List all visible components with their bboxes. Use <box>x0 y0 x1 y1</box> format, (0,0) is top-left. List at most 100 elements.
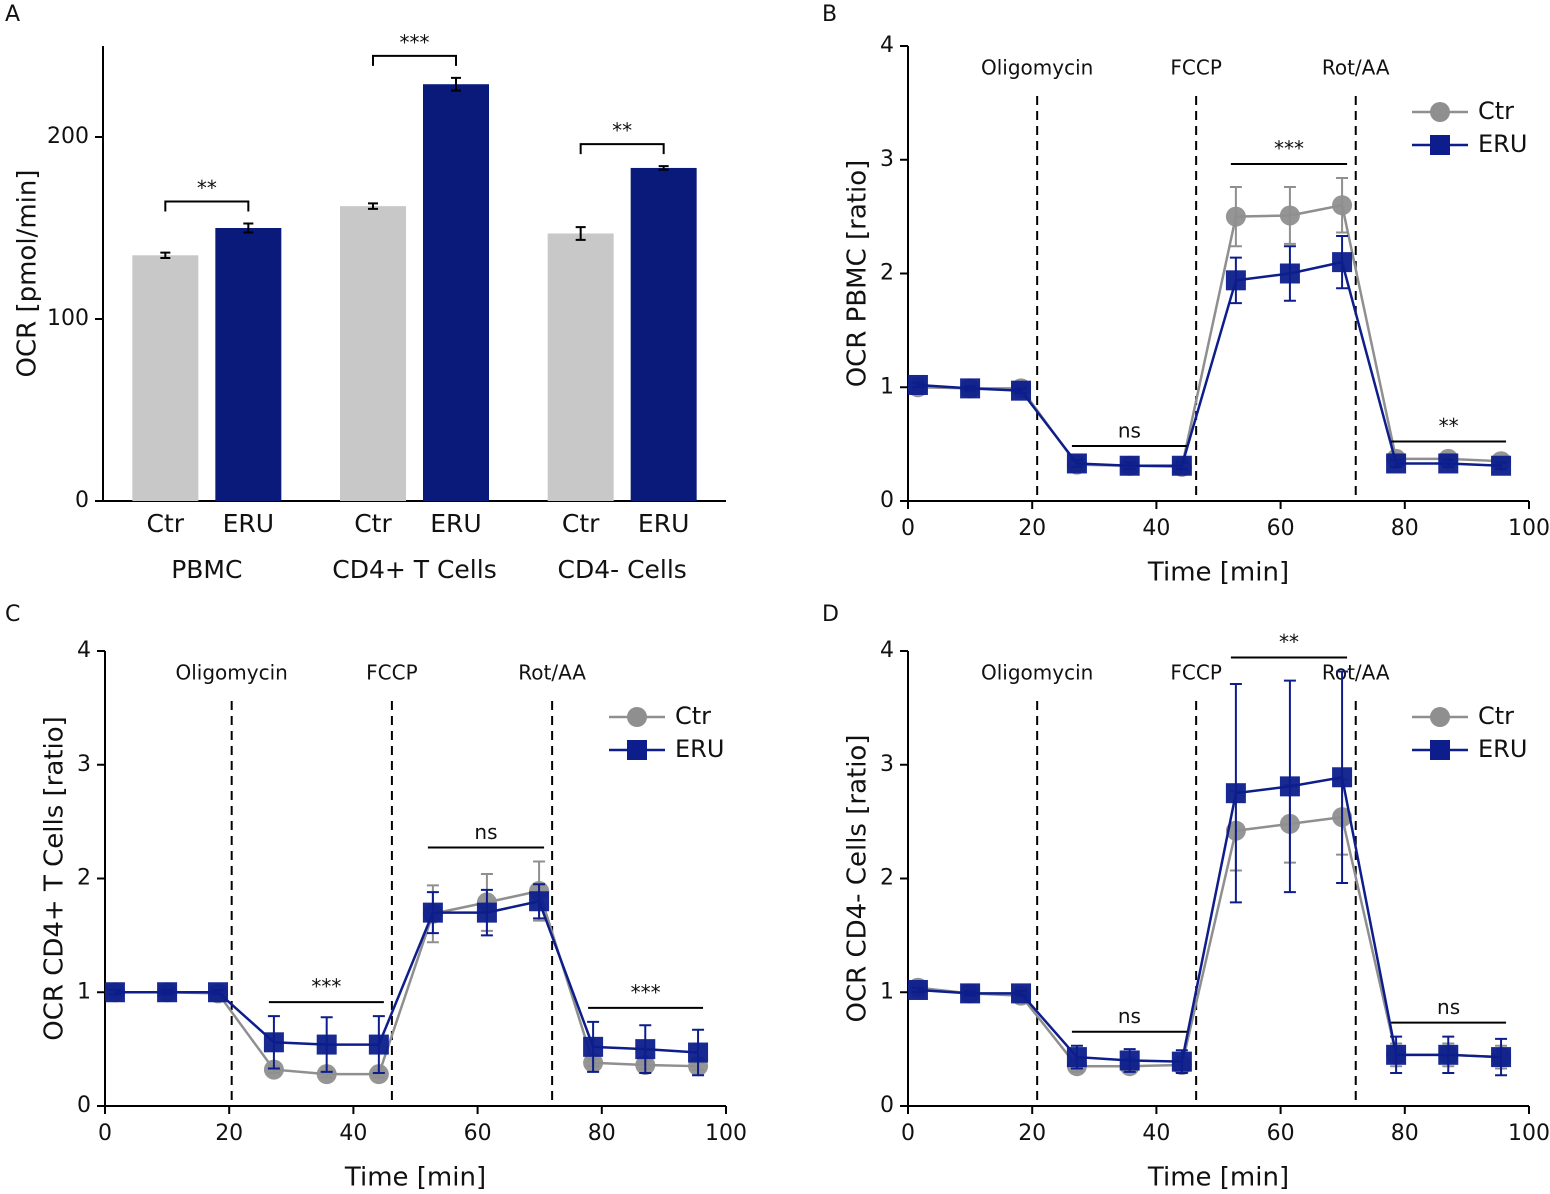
series-line <box>917 260 1502 467</box>
bar <box>423 84 489 501</box>
x-tick-label: 40 <box>1142 1121 1170 1146</box>
marker <box>1119 455 1140 476</box>
x-tick-label: 100 <box>705 1121 747 1146</box>
marker <box>960 983 981 1004</box>
bar-category-label: Ctr <box>562 509 600 538</box>
significance-label: ns <box>1437 995 1460 1019</box>
significance-label: ns <box>1118 419 1141 443</box>
x-axis-label: Time [min] <box>1147 1163 1289 1193</box>
marker <box>263 1032 284 1053</box>
legend-marker <box>1430 135 1450 155</box>
series-line <box>917 775 1502 1063</box>
x-tick-label: 60 <box>1267 516 1295 541</box>
marker <box>960 378 981 399</box>
error-bar <box>368 202 378 210</box>
x-tick-label: 100 <box>1508 1121 1550 1146</box>
y-axis-label: OCR CD4+ T Cells [ratio] <box>40 716 70 1041</box>
x-tick-label: 0 <box>98 1121 112 1146</box>
y-tick-label: 2 <box>77 866 91 891</box>
x-tick-label: 100 <box>1508 516 1550 541</box>
x-axis-label: Time [min] <box>1147 558 1289 588</box>
significance-label: ** <box>612 119 632 143</box>
group-label: CD4- Cells <box>557 555 686 584</box>
marker <box>1332 252 1353 273</box>
x-tick-label: 80 <box>588 1121 616 1146</box>
marker <box>157 982 178 1003</box>
injection-label: Oligomycin <box>176 660 288 684</box>
series-line <box>114 899 699 1054</box>
y-axis-label: OCR CD4- Cells [ratio] <box>843 735 873 1023</box>
y-tick-label: 1 <box>880 979 894 1004</box>
injection-label: Rot/AA <box>1322 55 1390 79</box>
y-tick-label: 0 <box>75 488 89 513</box>
y-tick-label: 0 <box>880 488 894 513</box>
panel-letter: A <box>5 2 20 27</box>
marker <box>1332 195 1353 216</box>
bar-category-label: Ctr <box>147 509 185 538</box>
injection-label: Rot/AA <box>1322 660 1390 684</box>
error-bar <box>243 222 254 234</box>
injection-label: Oligomycin <box>981 660 1093 684</box>
panel-letter: D <box>822 602 839 627</box>
y-tick-label: 100 <box>47 306 89 331</box>
significance-label: ** <box>1439 414 1459 438</box>
panel-letter: C <box>5 602 20 627</box>
group-label: CD4+ T Cells <box>332 555 496 584</box>
marker <box>1066 1047 1087 1068</box>
marker <box>1011 380 1032 401</box>
marker <box>104 982 125 1003</box>
y-tick-label: 3 <box>77 752 91 777</box>
y-tick-label: 2 <box>880 866 894 891</box>
legend-label: ERU <box>1478 130 1527 158</box>
y-tick-label: 3 <box>880 147 894 172</box>
y-tick-label: 1 <box>77 979 91 1004</box>
legend-marker <box>1430 740 1450 760</box>
error-bar <box>160 251 171 260</box>
bar <box>132 255 199 501</box>
y-tick-label: 0 <box>77 1093 91 1118</box>
bar-category-label: Ctr <box>354 509 392 538</box>
x-axis-label: Time [min] <box>344 1163 486 1193</box>
legend-label: ERU <box>675 735 724 763</box>
injection-label: FCCP <box>1170 55 1222 79</box>
x-tick-label: 0 <box>901 1121 915 1146</box>
significance-label: ** <box>1279 630 1299 654</box>
y-tick-label: 4 <box>880 33 894 58</box>
series-line <box>917 815 1502 1068</box>
marker <box>907 979 928 1000</box>
bar-category-label: ERU <box>223 509 274 538</box>
injection-label: Oligomycin <box>981 55 1093 79</box>
marker <box>208 982 229 1003</box>
y-tick-label: 200 <box>47 124 89 149</box>
marker <box>1225 783 1246 804</box>
legend-marker <box>1430 102 1450 122</box>
marker <box>583 1036 604 1057</box>
marker <box>1011 983 1032 1004</box>
bar <box>547 233 614 501</box>
marker <box>263 1059 284 1080</box>
x-tick-label: 60 <box>1267 1121 1295 1146</box>
significance-bracket <box>372 54 457 66</box>
marker <box>529 891 550 912</box>
legend-marker <box>627 740 647 760</box>
error-bar <box>658 165 669 171</box>
marker <box>1491 1047 1512 1068</box>
legend-label: Ctr <box>1478 97 1514 125</box>
bar <box>630 167 697 501</box>
significance-label: ns <box>474 820 497 844</box>
marker <box>688 1042 709 1063</box>
bar-category-label: ERU <box>638 509 689 538</box>
marker <box>1438 453 1459 474</box>
marker <box>1171 1051 1192 1072</box>
marker <box>316 1034 337 1055</box>
x-tick-label: 40 <box>1142 516 1170 541</box>
y-tick-label: 4 <box>880 638 894 663</box>
marker <box>1491 455 1512 476</box>
significance-label: *** <box>311 975 341 999</box>
x-tick-label: 80 <box>1391 1121 1419 1146</box>
significance-label: *** <box>631 980 661 1004</box>
marker <box>1279 776 1300 797</box>
y-tick-label: 2 <box>880 261 894 286</box>
marker <box>1279 205 1300 226</box>
